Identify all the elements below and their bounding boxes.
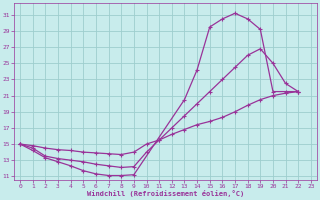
X-axis label: Windchill (Refroidissement éolien,°C): Windchill (Refroidissement éolien,°C) [87,190,244,197]
